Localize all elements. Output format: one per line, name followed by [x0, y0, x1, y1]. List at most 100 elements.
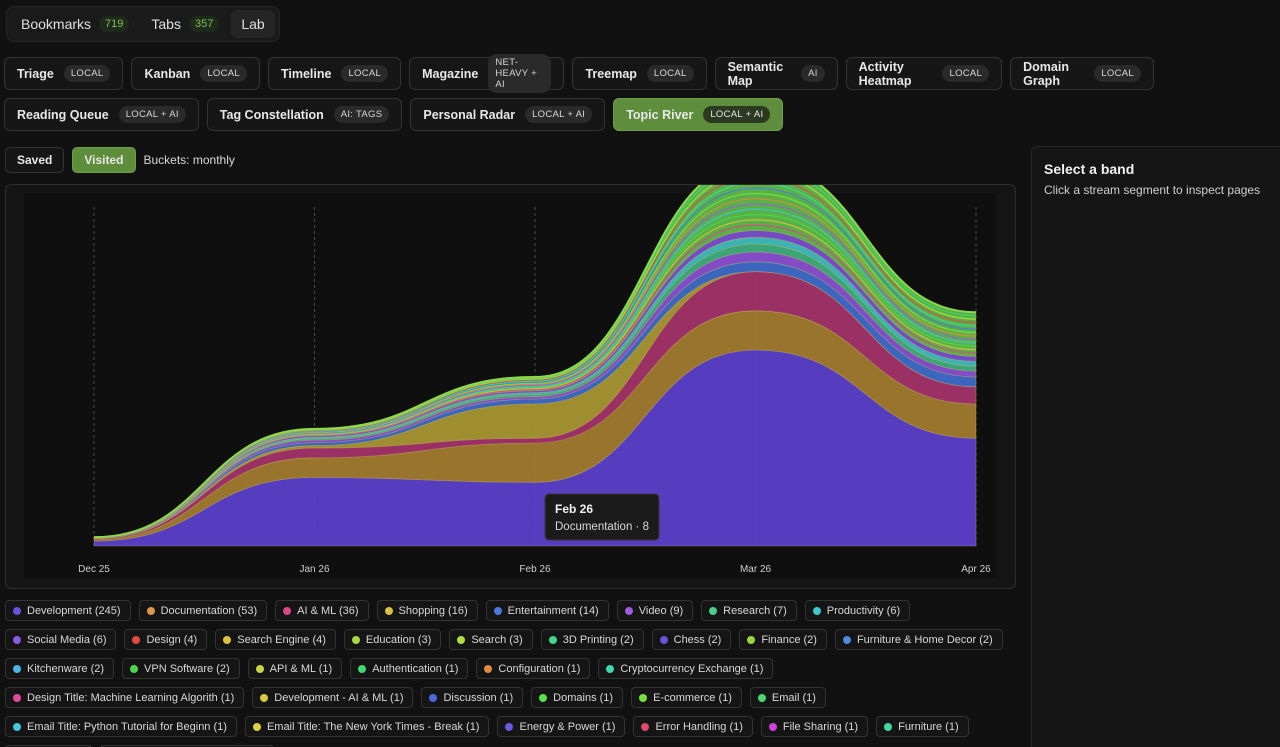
- legend-item[interactable]: Development (245): [5, 600, 131, 621]
- legend-item[interactable]: Search Engine (4): [215, 629, 336, 650]
- legend-item[interactable]: Research (7): [701, 600, 797, 621]
- legend-item[interactable]: Energy & Power (1): [497, 716, 626, 737]
- legend-item[interactable]: Documentation (53): [138, 600, 268, 621]
- legend-item[interactable]: Error Handling (1): [633, 716, 753, 737]
- view-tag: LOCAL: [646, 65, 694, 82]
- legend-item[interactable]: File Sharing (1): [760, 716, 869, 737]
- band-details-panel: Select a band Click a stream segment to …: [1031, 146, 1280, 747]
- legend-item[interactable]: Email (1): [749, 687, 826, 708]
- legend-item[interactable]: Domains (1): [531, 687, 624, 708]
- legend-item[interactable]: Finance (2): [739, 629, 827, 650]
- legend-swatch: [13, 722, 21, 731]
- legend-item[interactable]: VPN Software (2): [122, 658, 240, 679]
- x-tick-label: Apr 26: [961, 564, 991, 575]
- count-badge: 719: [99, 16, 130, 32]
- view-label: Semantic Map: [727, 59, 784, 88]
- legend-label: Shopping (16): [398, 604, 468, 617]
- legend-item[interactable]: Productivity (6): [804, 600, 911, 621]
- view-treemap-button[interactable]: Treemap LOCAL: [572, 57, 707, 90]
- legend-swatch: [358, 664, 367, 673]
- view-label: Magazine: [422, 66, 479, 81]
- legend-swatch: [768, 722, 777, 731]
- legend-label: AI & ML (36): [297, 604, 359, 617]
- view-tag: AI: [801, 65, 825, 82]
- legend-item[interactable]: Video (9): [616, 600, 694, 621]
- legend-item[interactable]: Chess (2): [651, 629, 732, 650]
- legend-item[interactable]: E-commerce (1): [631, 687, 742, 708]
- x-tick-label: Feb 26: [519, 564, 551, 575]
- view-kanban-button[interactable]: Kanban LOCAL: [131, 57, 260, 90]
- tab-tabs[interactable]: Tabs 357: [141, 10, 229, 38]
- legend-swatch: [505, 722, 514, 731]
- view-semantic-map-button[interactable]: Semantic Map AI: [714, 57, 838, 90]
- legend-item[interactable]: Email Title: Python Tutorial for Beginn …: [5, 716, 237, 737]
- legend-item[interactable]: Authentication (1): [350, 658, 469, 679]
- legend-item[interactable]: Cryptocurrency Exchange (1): [598, 658, 774, 679]
- view-domain-graph-button[interactable]: Domain Graph LOCAL: [1010, 57, 1154, 90]
- view-tag: NET-HEAVY + AI: [488, 54, 552, 93]
- view-label: Reading Queue: [17, 107, 109, 122]
- legend-label: Furniture & Home Decor (2): [856, 633, 993, 646]
- view-triage-button[interactable]: Triage LOCAL: [4, 57, 124, 90]
- legend-item[interactable]: Development - AI & ML (1): [252, 687, 414, 708]
- tooltip-title: Feb 26: [555, 502, 593, 516]
- legend-item[interactable]: Education (3): [343, 629, 442, 650]
- view-activity-heatmap-button[interactable]: Activity Heatmap LOCAL: [845, 57, 1003, 90]
- visited-button[interactable]: Visited: [72, 147, 136, 173]
- legend-label: Finance (2): [761, 633, 817, 646]
- view-timeline-button[interactable]: Timeline LOCAL: [267, 57, 402, 90]
- side-panel-subtitle: Click a stream segment to inspect pages: [1044, 183, 1261, 197]
- x-tick-label: Jan 26: [299, 564, 329, 575]
- legend-item[interactable]: AI & ML (36): [275, 600, 369, 621]
- legend-item[interactable]: Entertainment (14): [485, 600, 609, 621]
- legend-item[interactable]: Email Title: The New York Times - Break …: [244, 716, 490, 737]
- legend-item[interactable]: Design Title: Machine Learning Algorith …: [5, 687, 245, 708]
- legend-item[interactable]: Shopping (16): [376, 600, 478, 621]
- legend-item[interactable]: Furniture (1): [876, 716, 969, 737]
- view-magazine-button[interactable]: Magazine NET-HEAVY + AI: [409, 54, 565, 93]
- count-badge: 357: [188, 16, 220, 32]
- view-tag: LOCAL: [341, 65, 389, 82]
- legend-item[interactable]: Design (4): [124, 629, 208, 650]
- legend-item[interactable]: Social Media (6): [5, 629, 117, 650]
- view-label: Treemap: [585, 66, 637, 81]
- view-reading-queue-button[interactable]: Reading Queue LOCAL + AI: [4, 98, 199, 131]
- legend-item[interactable]: API & ML (1): [247, 658, 343, 679]
- tab-lab[interactable]: Lab: [231, 10, 275, 38]
- legend-label: Furniture (1): [898, 720, 959, 733]
- legend-label: Documentation (53): [160, 604, 258, 617]
- legend-item[interactable]: Furniture & Home Decor (2): [834, 629, 1003, 650]
- view-selector: Triage LOCAL Kanban LOCAL Timeline LOCAL Magaz…: [4, 54, 1154, 139]
- legend-item[interactable]: Configuration (1): [476, 658, 591, 679]
- legend-swatch: [146, 606, 155, 615]
- legend-swatch: [624, 606, 633, 615]
- saved-button[interactable]: Saved: [5, 147, 65, 173]
- legend-swatch: [884, 722, 893, 731]
- legend-label: Social Media (6): [27, 633, 107, 646]
- legend-label: 3D Printing (2): [562, 633, 634, 646]
- view-topic-river-button[interactable]: Topic River LOCAL + AI: [613, 98, 784, 131]
- view-tag: LOCAL + AI: [118, 106, 186, 123]
- topic-river-chart: Dec 25 Jan 26 Feb 26 Mar 26 Apr 26 Feb 26 Docu…: [5, 184, 1016, 589]
- legend: Development (245) Documentation (53) AI & …: [5, 600, 1015, 747]
- view-personal-radar-button[interactable]: Personal Radar LOCAL + AI: [410, 98, 606, 131]
- legend-item[interactable]: 3D Printing (2): [540, 629, 644, 650]
- view-tag: LOCAL + AI: [525, 106, 593, 123]
- view-tag-constellation-button[interactable]: Tag Constellation AI: TAGS: [206, 98, 403, 131]
- legend-item[interactable]: Kitchenware (2): [5, 658, 115, 679]
- legend-label: Email Title: Python Tutorial for Beginn …: [27, 720, 227, 733]
- legend-item[interactable]: Discussion (1): [421, 687, 524, 708]
- stream-graph[interactable]: Dec 25 Jan 26 Feb 26 Mar 26 Apr 26 Feb 26 Docu…: [6, 185, 1017, 590]
- tab-label: Lab: [241, 16, 265, 32]
- legend-label: Authentication (1): [372, 662, 459, 675]
- legend-item[interactable]: Search (3): [449, 629, 533, 650]
- tab-bookmarks[interactable]: Bookmarks 719: [11, 10, 139, 38]
- legend-swatch: [283, 606, 292, 615]
- legend-swatch: [639, 693, 648, 702]
- view-label: Activity Heatmap: [858, 59, 912, 88]
- legend-swatch: [252, 722, 261, 731]
- legend-label: Education (3): [365, 633, 432, 646]
- x-tick-label: Dec 25: [78, 564, 110, 575]
- legend-swatch: [842, 635, 851, 644]
- tooltip-body: Documentation · 8: [555, 521, 649, 533]
